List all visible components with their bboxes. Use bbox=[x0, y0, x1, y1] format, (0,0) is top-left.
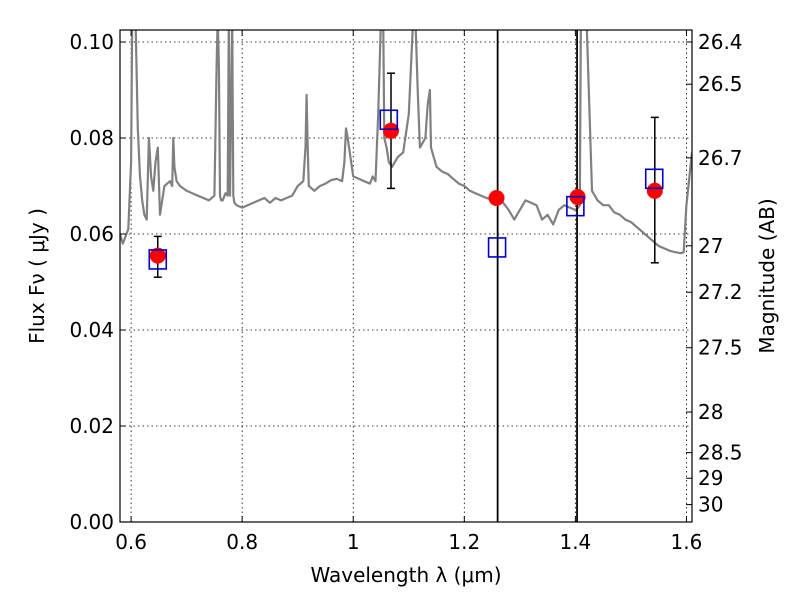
observed-box bbox=[487, 237, 507, 258]
plot-area bbox=[120, 30, 692, 522]
model-point bbox=[149, 247, 166, 264]
axes: 0.6 0.8 1 1.2 1.4 1.6 0.00 0.02 0.04 0.06 0.08 0.10… bbox=[69, 30, 742, 554]
x-tick-label: 1.4 bbox=[559, 530, 591, 554]
y2-tick-label: 30 bbox=[698, 493, 723, 517]
x-tick-label: 1.6 bbox=[671, 530, 703, 554]
y2-tick-label: 27 bbox=[698, 234, 723, 258]
observed-box bbox=[644, 168, 664, 190]
x-tick-label: 0.8 bbox=[226, 530, 258, 554]
y2-tick-label: 26.5 bbox=[698, 72, 743, 96]
y-axis-title: Flux Fν ( μJy ) bbox=[25, 208, 49, 344]
model-point bbox=[383, 122, 400, 139]
x-tick-label: 1 bbox=[347, 530, 360, 554]
y2-axis-title: Magnitude (AB) bbox=[755, 198, 779, 353]
y2-tick-label: 29 bbox=[698, 466, 723, 490]
observed-box bbox=[566, 195, 585, 217]
y2-tick-label: 28.5 bbox=[698, 441, 743, 465]
y2-tick-label: 26.4 bbox=[698, 30, 743, 54]
y2-tick-label: 27.2 bbox=[698, 280, 743, 304]
y2-tick-label: 27.5 bbox=[698, 336, 743, 360]
x-tick-label: 0.6 bbox=[115, 530, 147, 554]
observed-box bbox=[379, 109, 399, 131]
plot-frame bbox=[119, 29, 693, 523]
y-tick-label: 0.02 bbox=[69, 414, 114, 438]
y-tick-label: 0.00 bbox=[69, 510, 114, 534]
observed-box bbox=[148, 249, 168, 270]
y2-tick-label: 28 bbox=[698, 400, 723, 424]
x-tick-label: 1.2 bbox=[448, 530, 480, 554]
y-tick-label: 0.10 bbox=[69, 30, 114, 54]
y-tick-label: 0.06 bbox=[69, 222, 114, 246]
y-tick-label: 0.04 bbox=[69, 318, 114, 342]
model-point bbox=[646, 182, 663, 199]
y-tick-label: 0.08 bbox=[69, 126, 114, 150]
y2-tick-label: 26.7 bbox=[698, 146, 743, 170]
x-axis-title: Wavelength λ (μm) bbox=[310, 563, 501, 587]
model-point bbox=[488, 190, 505, 206]
